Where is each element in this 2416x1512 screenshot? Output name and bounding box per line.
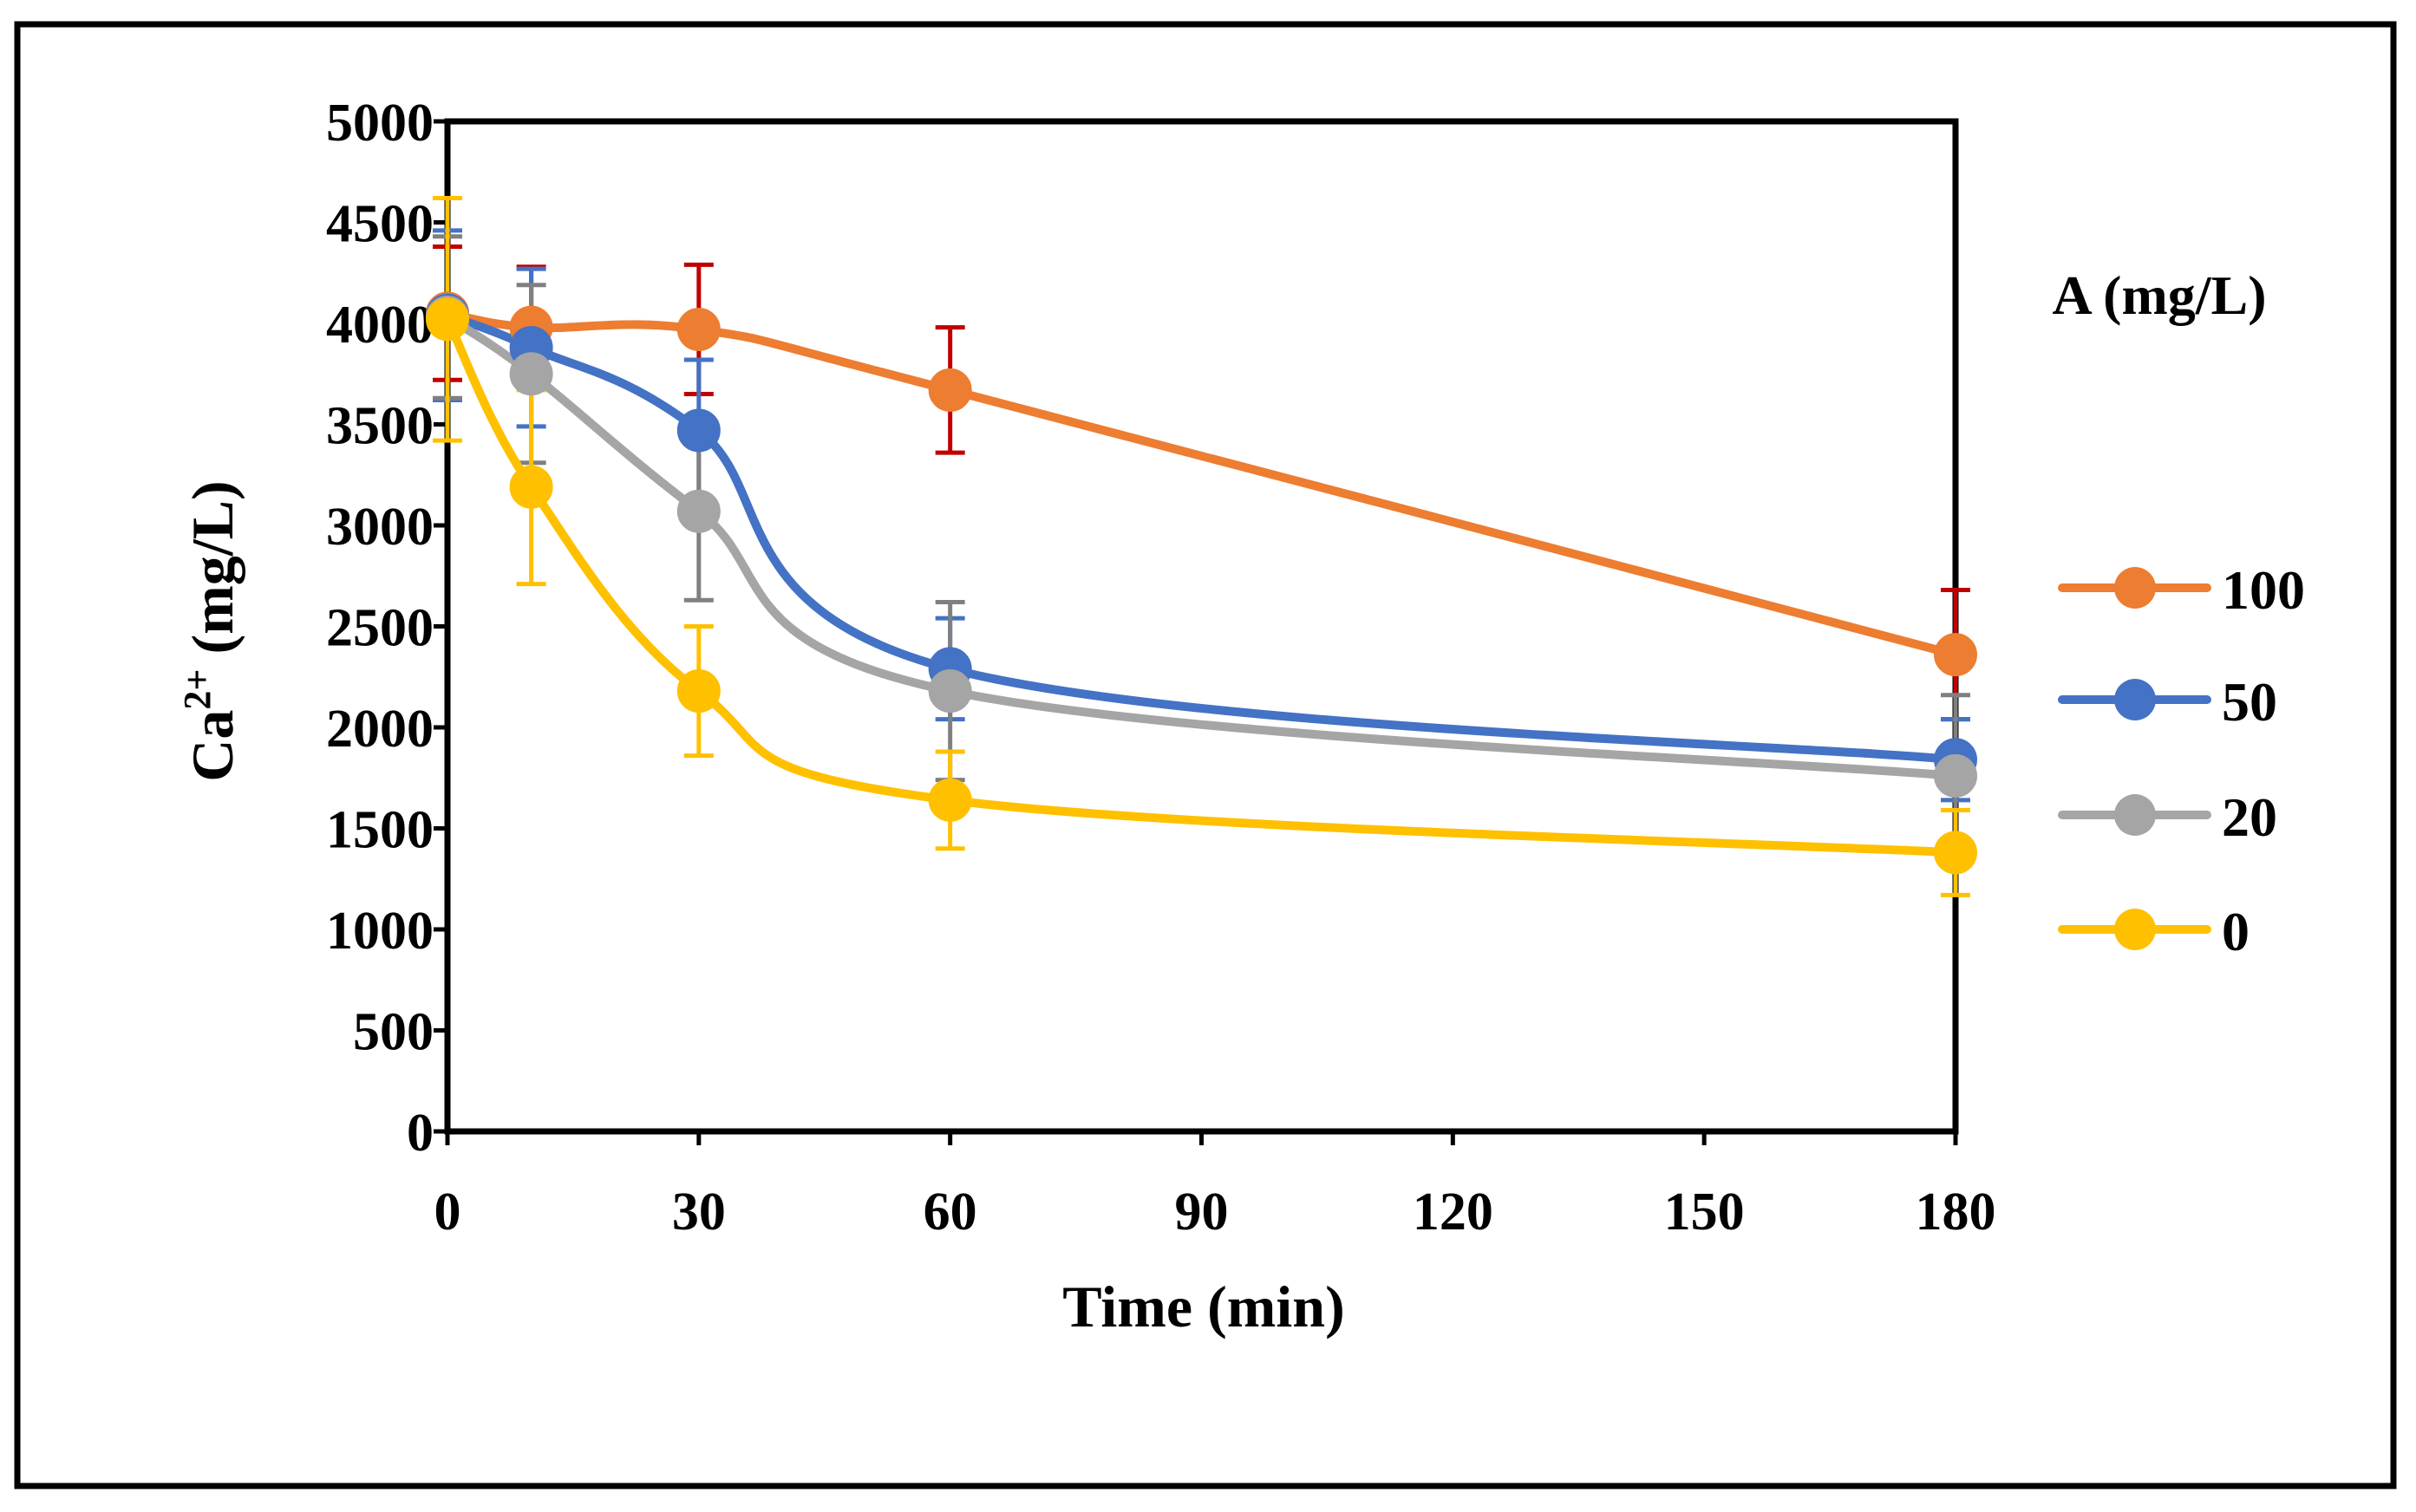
y-axis-title-rest: (mg/L) — [180, 480, 245, 668]
y-axis-title-base: Ca — [180, 710, 245, 782]
data-point-20 — [928, 669, 972, 714]
outer-frame — [14, 21, 2397, 1489]
data-point-0 — [676, 669, 721, 714]
x-tick-label: 120 — [1413, 1183, 1493, 1242]
data-point-0 — [509, 465, 553, 509]
y-axis-title-sup: 2+ — [176, 669, 219, 710]
data-point-100 — [928, 368, 972, 412]
y-axis-title: Ca2+ (mg/L) — [176, 480, 245, 781]
legend-label: 20 — [2222, 786, 2277, 848]
data-point-20 — [676, 489, 721, 533]
y-tick-label: 4000 — [326, 296, 434, 355]
x-tick-label: 0 — [434, 1183, 461, 1242]
legend-label: 0 — [2222, 901, 2249, 962]
legend-item-100: 100 — [2058, 559, 2305, 621]
legend-item-0: 0 — [2058, 901, 2249, 962]
legend-item-50: 50 — [2058, 671, 2277, 733]
y-tick-label: 1500 — [326, 801, 434, 860]
y-tick-label: 1000 — [326, 902, 434, 961]
x-tick-label: 60 — [924, 1183, 977, 1242]
y-tick-label: 4500 — [326, 195, 434, 254]
data-point-0 — [1934, 831, 1977, 875]
legend-swatch-marker — [2114, 909, 2156, 950]
legend-item-20: 20 — [2058, 786, 2277, 848]
legend: 100 50 20 0 — [2058, 559, 2305, 962]
y-tick-label: 0 — [407, 1104, 434, 1163]
data-point-0 — [426, 297, 469, 342]
x-tick-label: 150 — [1664, 1183, 1745, 1242]
legend-label: 50 — [2222, 671, 2277, 733]
data-point-100 — [1934, 633, 1977, 677]
y-tick-label: 2000 — [326, 700, 434, 759]
x-tick-label: 180 — [1916, 1183, 1996, 1242]
legend-label: 100 — [2222, 559, 2305, 621]
data-point-100 — [676, 307, 721, 351]
x-tick-label: 30 — [672, 1183, 726, 1242]
y-tick-label: 5000 — [326, 94, 434, 153]
y-tick-label: 500 — [353, 1003, 434, 1062]
x-axis-title: Time (min) — [1062, 1274, 1345, 1339]
plot-area: 0500100015002000250030003500400045005000… — [326, 94, 1996, 1242]
data-point-0 — [928, 778, 972, 822]
legend-swatch-marker — [2114, 567, 2156, 609]
data-point-20 — [1934, 753, 1977, 798]
y-tick-label: 3000 — [326, 498, 434, 557]
legend-swatch-marker — [2114, 794, 2156, 836]
legend-title: A (mg/L) — [2052, 264, 2266, 326]
x-tick-label: 90 — [1175, 1183, 1229, 1242]
data-point-20 — [509, 352, 553, 396]
data-point-50 — [676, 408, 721, 453]
y-tick-label: 2500 — [326, 599, 434, 658]
legend-swatch-marker — [2114, 679, 2156, 720]
y-tick-label: 3500 — [326, 397, 434, 456]
